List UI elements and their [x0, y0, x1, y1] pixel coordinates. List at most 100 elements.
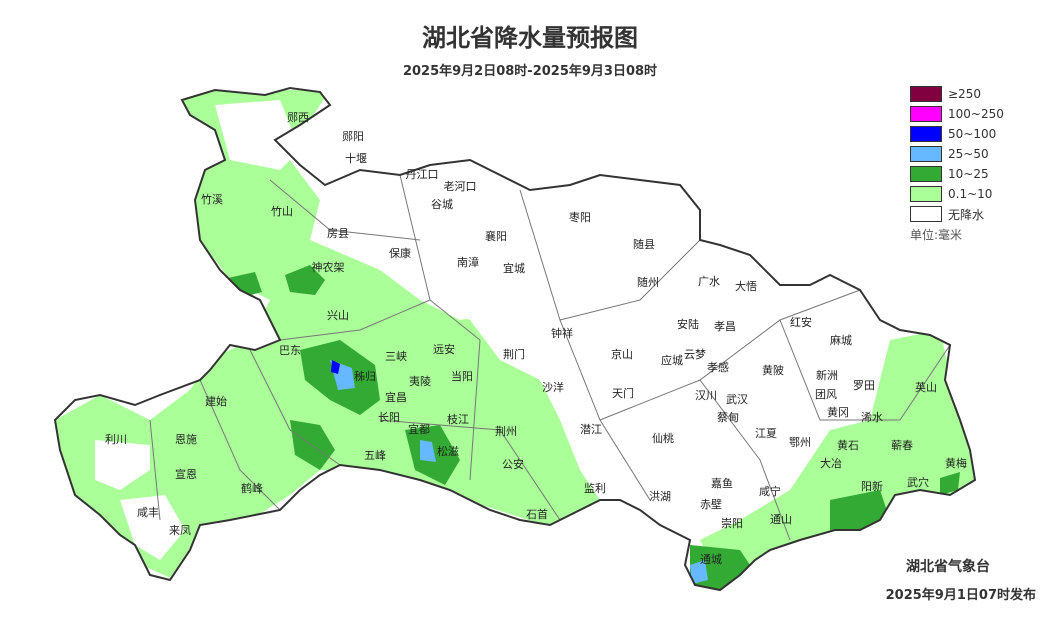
- legend-label: 100~250: [948, 107, 1004, 121]
- city-label: 当阳: [451, 369, 473, 383]
- city-label: 应城: [661, 353, 683, 367]
- city-label: 宜昌: [385, 390, 407, 404]
- city-label: 红安: [790, 315, 812, 329]
- city-label: 潜江: [580, 422, 602, 436]
- no-rain-center: [380, 170, 520, 320]
- city-label: 阳新: [861, 479, 883, 493]
- city-label: 孝感: [707, 361, 729, 374]
- county-boundaries: [149, 174, 951, 541]
- city-label: 兴山: [327, 309, 349, 322]
- city-label: 竹溪: [201, 192, 223, 206]
- city-label: 石首: [526, 507, 548, 521]
- city-label: 枝江: [447, 412, 469, 426]
- city-label: 谷城: [431, 198, 453, 211]
- city-label: 黄梅: [945, 456, 967, 470]
- legend-item: 无降水: [910, 204, 1004, 224]
- city-label: 咸宁: [759, 484, 781, 498]
- precipitation-layer: [55, 90, 975, 590]
- city-label: 武穴: [907, 475, 929, 489]
- city-label: 黄石: [837, 438, 859, 452]
- city-label: 松滋: [437, 444, 459, 458]
- city-label: 襄阳: [485, 229, 507, 243]
- city-label: 随县: [633, 237, 655, 251]
- legend-item: ≥250: [910, 84, 1004, 104]
- province-border: [53, 86, 977, 592]
- city-label: 秭归: [354, 369, 376, 383]
- legend-swatch: [910, 126, 942, 142]
- forecast-period: 2025年9月2日08时-2025年9月3日08时: [402, 64, 658, 79]
- city-label: 天门: [612, 386, 634, 400]
- city-label: 十堰: [345, 151, 367, 165]
- city-label: 监利: [584, 482, 606, 495]
- legend-item: 25~50: [910, 144, 1004, 164]
- city-label: 崇阳: [721, 517, 743, 530]
- city-label: 洪湖: [649, 489, 671, 503]
- city-label: 英山: [915, 380, 937, 394]
- legend-swatch: [910, 206, 942, 222]
- legend-label: 25~50: [948, 147, 989, 161]
- city-label: 保康: [389, 246, 411, 260]
- legend-swatch: [910, 166, 942, 182]
- legend-swatch: [910, 86, 942, 102]
- city-label: 神农架: [312, 260, 345, 274]
- legend-swatch: [910, 186, 942, 202]
- city-label: 三峡: [385, 349, 407, 363]
- city-label: 宜都: [408, 422, 430, 436]
- heavy-rain-tongcheng: [690, 560, 708, 584]
- city-label: 通城: [700, 553, 722, 566]
- city-label: 来凤: [169, 524, 191, 537]
- city-label: 麻城: [830, 333, 852, 347]
- city-label: 汉川: [695, 389, 717, 402]
- legend-item: 0.1~10: [910, 184, 1004, 204]
- city-label: 武汉: [726, 393, 748, 406]
- no-rain-west-pocket: [95, 440, 150, 490]
- city-label: 黄陂: [762, 363, 784, 377]
- city-label: 广水: [698, 275, 720, 288]
- city-label: 蕲春: [891, 439, 913, 452]
- city-label: 安陆: [677, 317, 699, 331]
- city-label: 鄂州: [789, 436, 811, 449]
- legend-unit: 单位:毫米: [910, 228, 963, 242]
- city-label: 郧西: [287, 111, 309, 124]
- legend-label: 无降水: [948, 207, 985, 222]
- heavy-rain-yidu: [420, 440, 436, 462]
- city-label: 鹤峰: [241, 481, 263, 495]
- city-label: 江夏: [755, 427, 777, 440]
- city-label: 赤壁: [700, 497, 722, 511]
- legend-swatch: [910, 106, 942, 122]
- legend-item: 50~100: [910, 124, 1004, 144]
- legend-swatch: [910, 146, 942, 162]
- moderate-rain-shennongjia: [285, 265, 325, 295]
- city-label: 孝昌: [714, 320, 736, 333]
- city-label: 恩施: [175, 433, 197, 446]
- light-rain-east: [700, 330, 975, 580]
- city-label: 竹山: [271, 204, 293, 218]
- city-label: 咸丰: [137, 506, 159, 519]
- city-label: 沙洋: [542, 380, 564, 394]
- city-label: 长阳: [378, 411, 400, 424]
- city-label: 仙桃: [652, 431, 674, 445]
- city-label: 五峰: [364, 449, 386, 462]
- issue-time: 2025年9月1日07时发布: [885, 588, 1036, 603]
- city-label: 夷陵: [409, 375, 431, 388]
- city-label: 宣恩: [175, 467, 197, 481]
- city-label: 团风: [815, 388, 837, 401]
- legend-label: 10~25: [948, 167, 989, 181]
- moderate-rain-wuxue: [940, 472, 960, 495]
- city-label: 枣阳: [569, 211, 591, 224]
- city-label: 新洲: [816, 368, 838, 382]
- moderate-rain-wufeng: [290, 420, 335, 470]
- city-label: 大冶: [820, 456, 842, 470]
- city-label: 老河口: [444, 180, 477, 193]
- legend-label: 0.1~10: [948, 187, 993, 201]
- city-label: 嘉鱼: [711, 476, 733, 490]
- map-title: 湖北省降水量预报图: [422, 24, 638, 52]
- legend-item: 100~250: [910, 104, 1004, 124]
- city-label: 随州: [637, 275, 659, 289]
- legend-item: 10~25: [910, 164, 1004, 184]
- city-label: 房县: [327, 227, 349, 240]
- city-label: 京山: [611, 347, 633, 361]
